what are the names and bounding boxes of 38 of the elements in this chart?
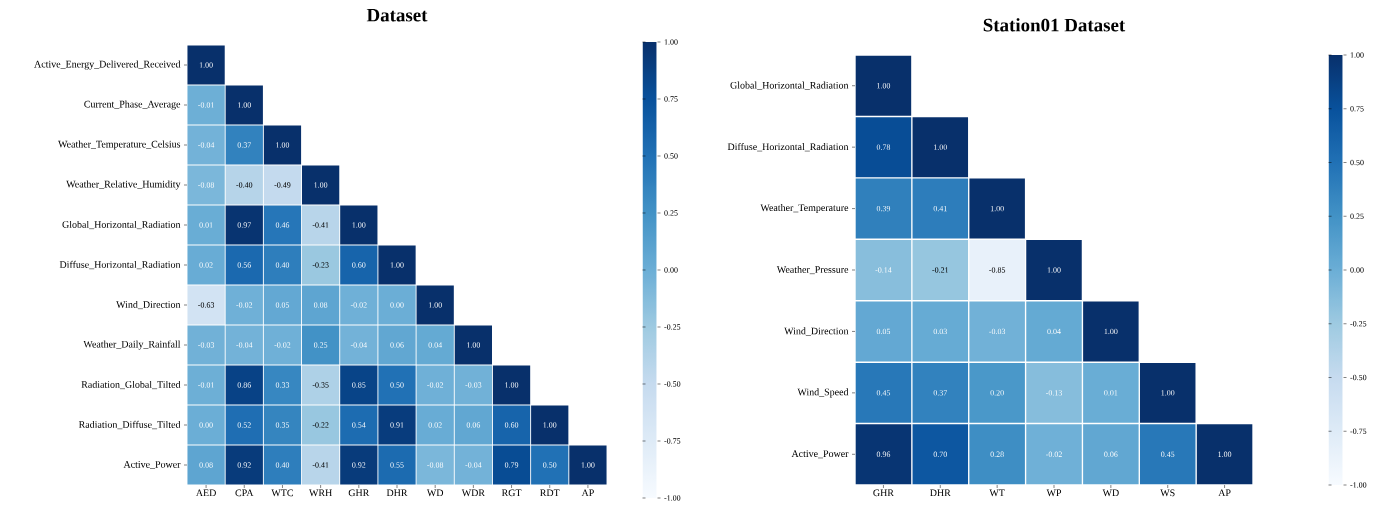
x-tick-label: WD — [1102, 489, 1119, 497]
y-tick-label: Active_Power — [791, 450, 849, 459]
x-tick-label: WRH — [309, 489, 332, 497]
y-tick-label: Weather_Temperature — [760, 204, 849, 214]
x-tick-label: RGT — [501, 489, 522, 497]
x-tick-label: AP — [581, 489, 594, 497]
y-tick-label: Weather_Temperature_Celsius — [58, 140, 181, 150]
x-tick-label: GHR — [873, 489, 894, 497]
x-tick-label: WDR — [461, 489, 485, 497]
x-tick-label: WD — [426, 489, 444, 497]
y-tick-label: Current_Phase_Average — [84, 100, 181, 110]
y-tick-label: Active_Energy_Delivered_Received — [34, 60, 181, 70]
x-tick-label: DHR — [386, 489, 408, 497]
x-tick-label: WS — [1160, 489, 1175, 497]
x-tick-label: GHR — [348, 489, 370, 497]
x-tick-label: AP — [1218, 489, 1231, 497]
y-tick-label: Radiation_Diffuse_Tilted — [78, 420, 181, 430]
y-tick-label: Wind_Direction — [784, 327, 849, 336]
x-tick-label: WT — [989, 489, 1005, 497]
y-tick-label: Weather_Daily_Rainfall — [83, 340, 181, 350]
x-tick-label: CPA — [235, 489, 254, 497]
y-tick-label: Weather_Relative_Humidity — [66, 180, 181, 190]
x-tick-label: DHR — [930, 489, 951, 497]
y-tick-label: Global_Horizontal_Radiation — [730, 81, 849, 90]
x-tick-label: RDT — [540, 489, 560, 497]
y-tick-label: Wind_Direction — [116, 300, 181, 310]
chart-title: Dataset — [366, 8, 428, 22]
chart-title: Station01 Dataset — [983, 18, 1126, 32]
y-tick-label: Diffuse_Horizontal_Radiation — [59, 260, 181, 270]
y-tick-label: Radiation_Global_Tilted — [81, 380, 181, 390]
y-tick-label: Global_Horizontal_Radiation — [62, 220, 181, 230]
x-tick-label: AED — [195, 489, 216, 497]
x-tick-label: WTC — [271, 489, 293, 497]
y-tick-label: Diffuse_Horizontal_Radiation — [727, 143, 849, 152]
x-tick-label: WP — [1046, 489, 1062, 497]
y-tick-label: Wind_Speed — [797, 388, 849, 398]
y-tick-label: Active_Power — [123, 461, 181, 469]
y-tick-label: Weather_Pressure — [776, 265, 849, 275]
